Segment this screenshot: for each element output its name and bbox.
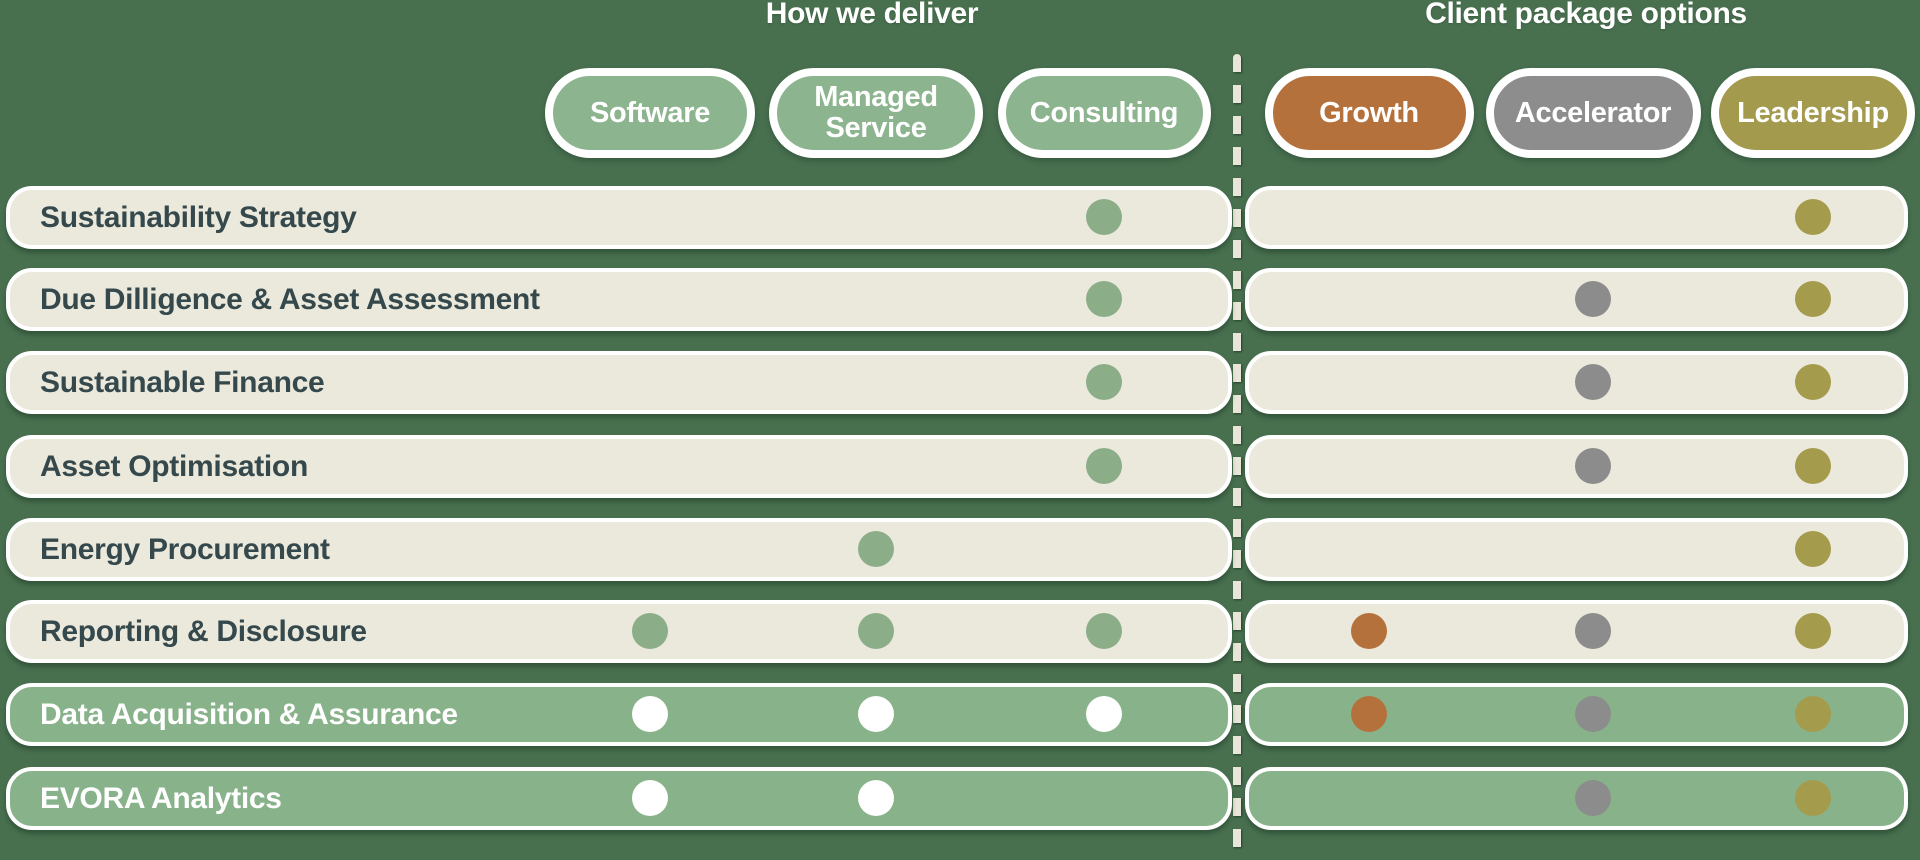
row-energy-procurement: Energy Procurement [6,518,1232,581]
row-label: EVORA Analytics [40,781,282,815]
dot-reporting-disclosure-managed-service [858,613,894,649]
column-pill-software: Software [545,68,755,158]
column-pill-consulting: Consulting [997,68,1211,158]
dot-sustainable-finance-consulting [1086,364,1122,400]
dot-data-acquisition-assurance-growth [1351,696,1387,732]
row-label: Energy Procurement [40,532,330,566]
row-due-dilligence-asset-assessment: Due Dilligence & Asset Assessment [6,268,1232,331]
dot-sustainable-finance-leadership [1795,364,1831,400]
dot-energy-procurement-managed-service [858,531,894,567]
dot-reporting-disclosure-consulting [1086,613,1122,649]
row-label: Asset Optimisation [40,449,308,483]
dot-energy-procurement-leadership [1795,531,1831,567]
dot-reporting-disclosure-leadership [1795,613,1831,649]
dot-evora-analytics-accelerator [1575,780,1611,816]
row-sustainability-strategy: Sustainability Strategy [6,186,1232,249]
dot-asset-optimisation-leadership [1795,448,1831,484]
dot-evora-analytics-software [632,780,668,816]
dot-data-acquisition-assurance-managed-service [858,696,894,732]
dot-data-acquisition-assurance-leadership [1795,696,1831,732]
column-pill-label: Leadership [1737,96,1889,129]
row-asset-optimisation: Asset Optimisation [6,435,1232,498]
row-evora-analytics: EVORA Analytics [6,767,1232,830]
dot-evora-analytics-managed-service [858,780,894,816]
dot-data-acquisition-assurance-consulting [1086,696,1122,732]
dot-evora-analytics-leadership [1795,780,1831,816]
row-label: Data Acquisition & Assurance [40,697,458,731]
column-pill-accelerator: Accelerator [1485,68,1701,158]
row-label: Reporting & Disclosure [40,614,367,648]
dot-asset-optimisation-accelerator [1575,448,1611,484]
row-data-acquisition-assurance: Data Acquisition & Assurance [6,683,1232,746]
dot-sustainability-strategy-leadership [1795,199,1831,235]
column-pill-label: Consulting [1029,96,1179,129]
dot-sustainability-strategy-consulting [1086,199,1122,235]
section-title-client-package-options: Client package options [1425,0,1747,30]
dot-asset-optimisation-consulting [1086,448,1122,484]
dot-data-acquisition-assurance-software [632,696,668,732]
dot-due-dilligence-asset-assessment-consulting [1086,281,1122,317]
column-pill-managed-service: Managed Service [769,68,983,158]
dot-due-dilligence-asset-assessment-accelerator [1575,281,1611,317]
dot-reporting-disclosure-software [632,613,668,649]
dot-reporting-disclosure-accelerator [1575,613,1611,649]
column-pill-growth: Growth [1264,68,1474,158]
section-title-how-we-deliver: How we deliver [765,0,979,30]
row-sustainable-finance: Sustainable Finance [6,351,1232,414]
dot-due-dilligence-asset-assessment-leadership [1795,281,1831,317]
dot-data-acquisition-assurance-accelerator [1575,696,1611,732]
dot-sustainable-finance-accelerator [1575,364,1611,400]
row-reporting-disclosure: Reporting & Disclosure [6,600,1232,663]
column-pill-leadership: Leadership [1711,68,1915,158]
row-label: Sustainability Strategy [40,200,357,234]
row-label: Due Dilligence & Asset Assessment [40,282,540,316]
column-pill-label: Growth [1319,96,1419,129]
dot-reporting-disclosure-growth [1351,613,1387,649]
dashed-section-divider [1233,54,1241,854]
row-label: Sustainable Finance [40,365,325,399]
column-pill-label: Managed Service [814,81,938,144]
column-pill-label: Software [589,96,711,129]
column-pill-label: Accelerator [1514,96,1672,129]
